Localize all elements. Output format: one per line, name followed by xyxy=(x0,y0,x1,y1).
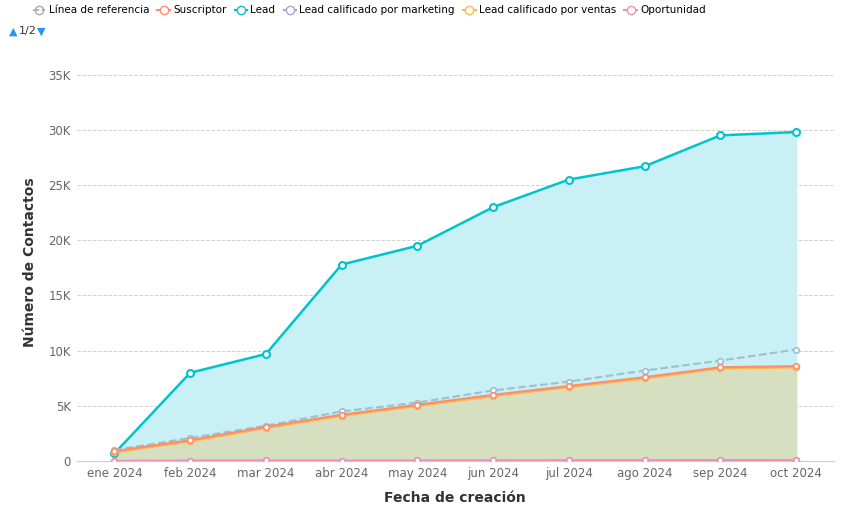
Y-axis label: Número de Contactos: Número de Contactos xyxy=(24,178,37,347)
Legend: Línea de referencia, Suscriptor, Lead, Lead calificado por marketing, Lead calif: Línea de referencia, Suscriptor, Lead, L… xyxy=(29,1,710,20)
X-axis label: Fecha de creación: Fecha de creación xyxy=(385,491,526,505)
Text: ▼: ▼ xyxy=(37,26,45,37)
Text: ▲: ▲ xyxy=(9,26,17,37)
Text: 1/2: 1/2 xyxy=(19,26,37,37)
